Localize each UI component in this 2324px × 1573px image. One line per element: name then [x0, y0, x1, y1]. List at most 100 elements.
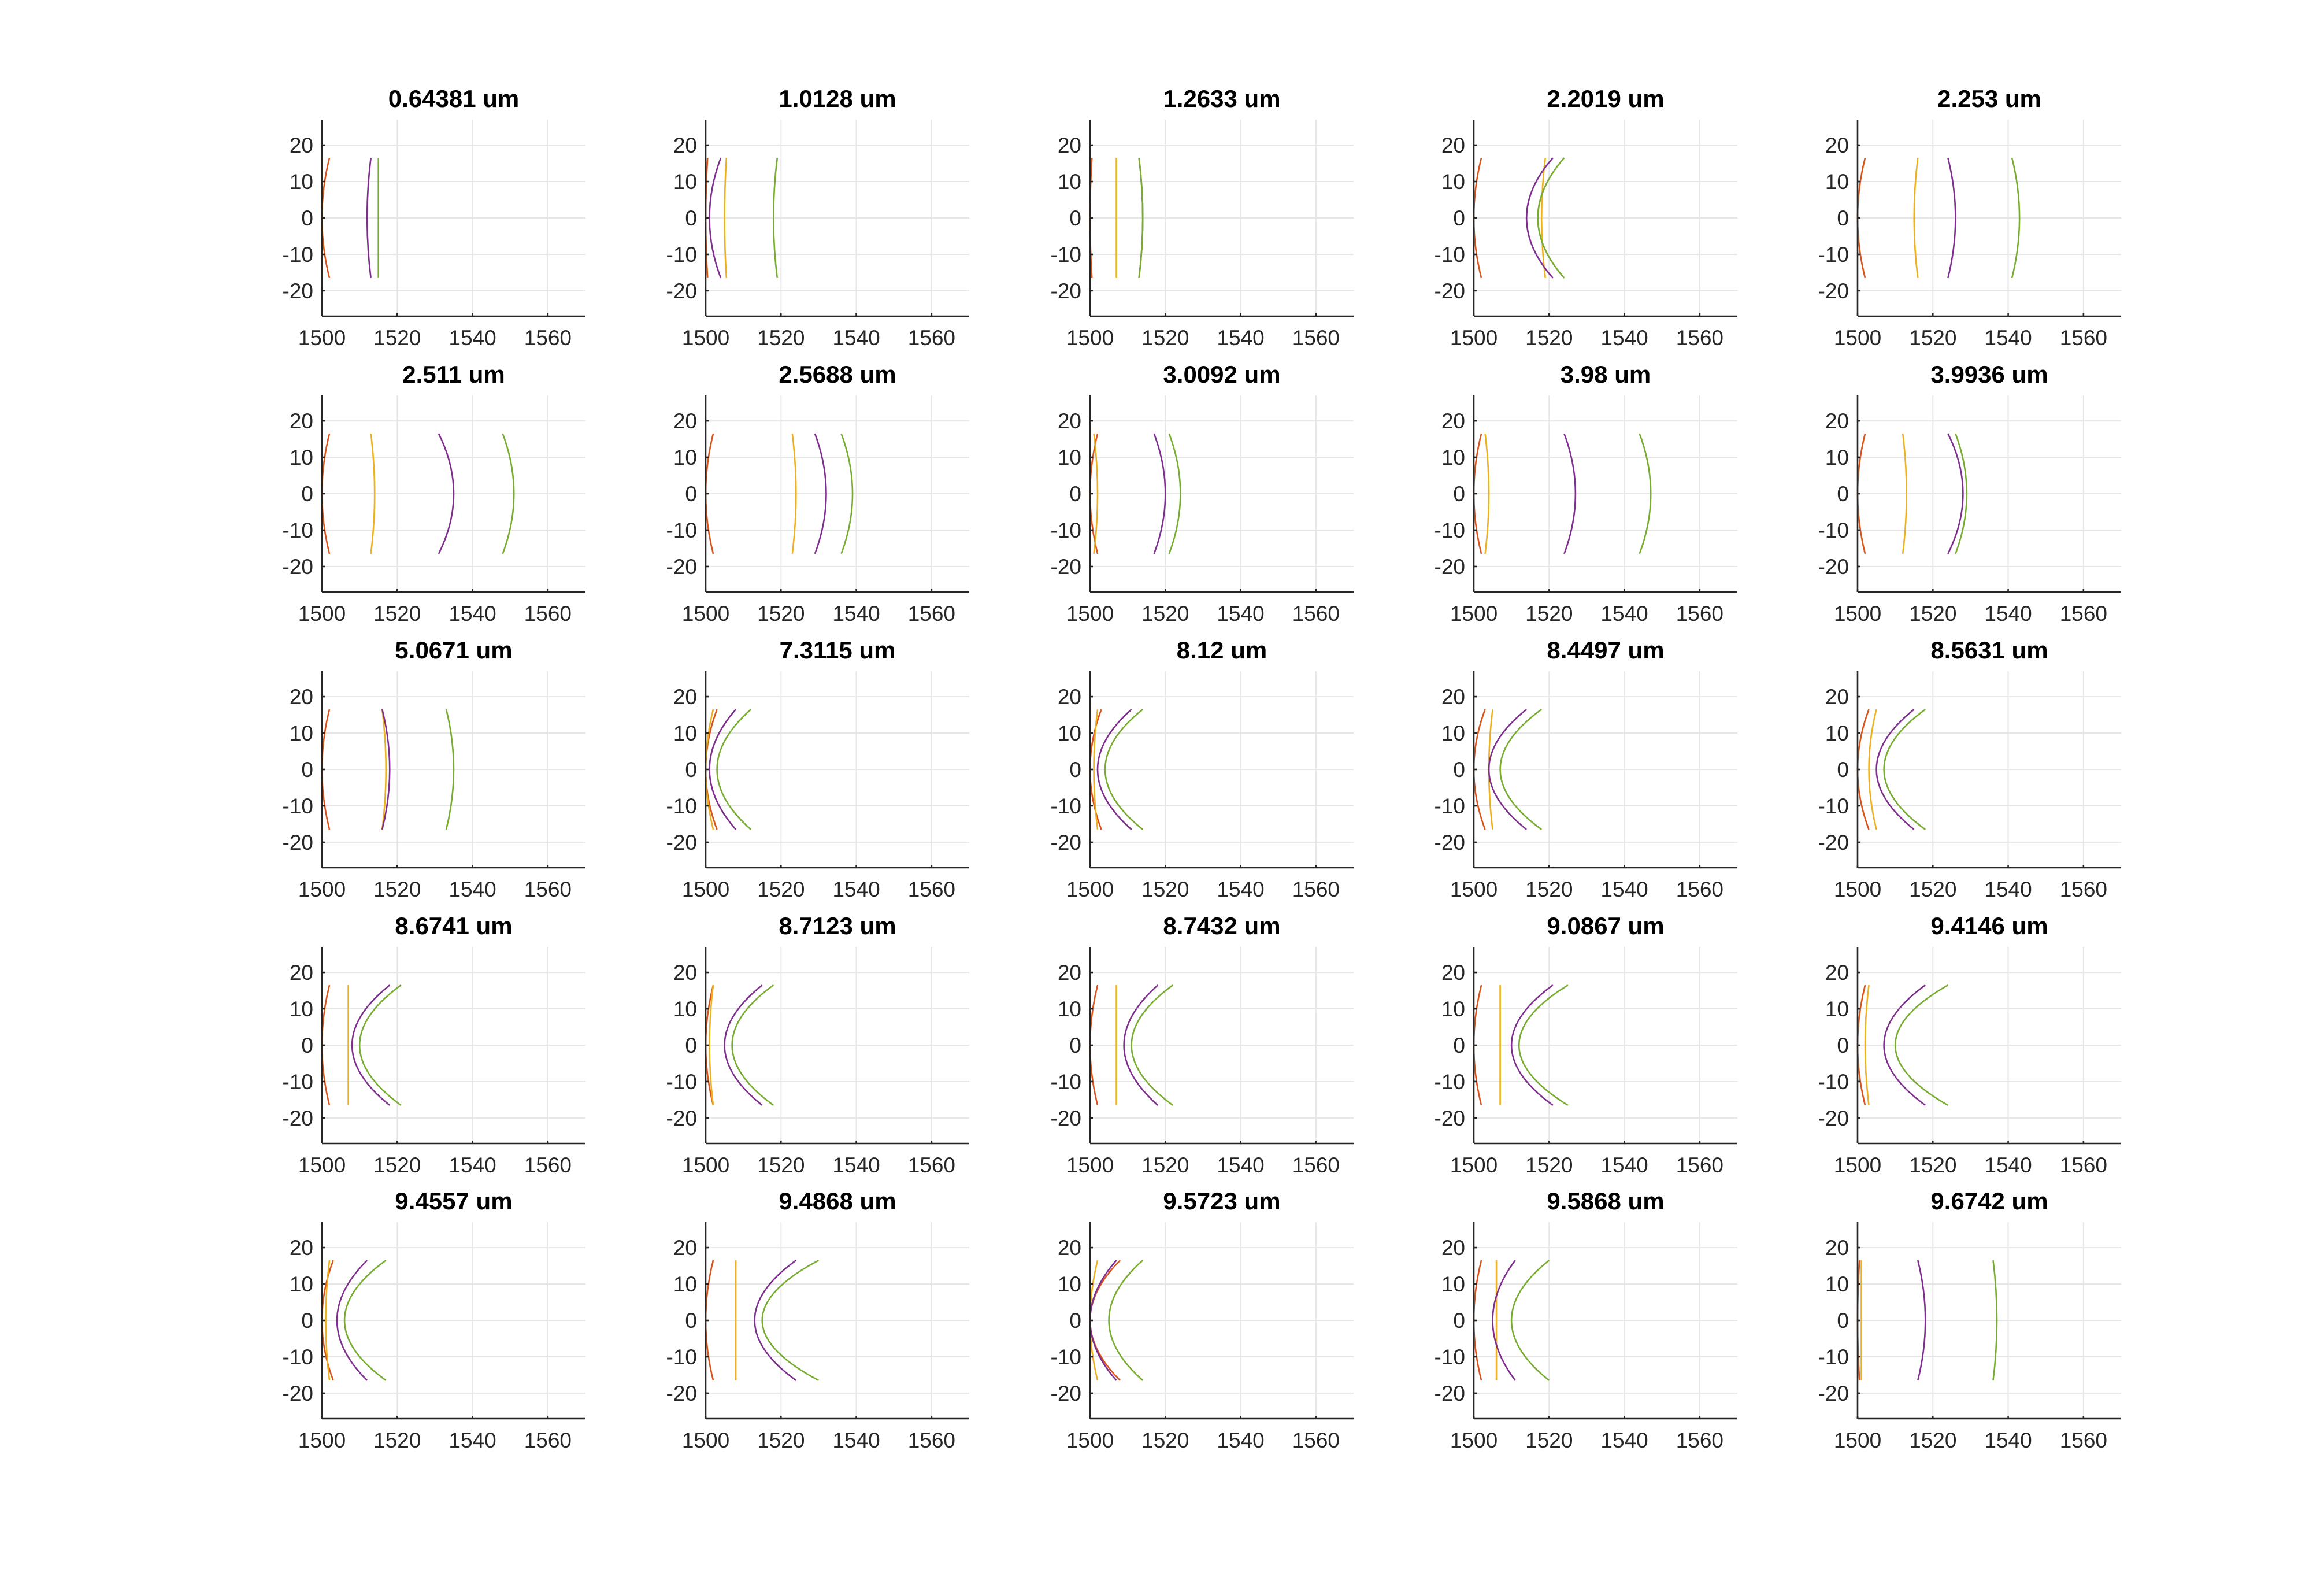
y-tick-label: -10: [666, 794, 697, 818]
x-tick-label: 1560: [908, 602, 955, 626]
x-tick-label: 1520: [1141, 602, 1189, 626]
curve-green: [716, 709, 752, 830]
curve-green: [1955, 433, 1968, 554]
x-tick-label: 1500: [1450, 1153, 1498, 1177]
y-tick-label: -10: [283, 519, 313, 542]
curve-green: [1510, 1260, 1550, 1381]
x-tick-label: 1540: [832, 326, 880, 350]
x-tick-label: 1540: [1984, 326, 2032, 350]
subplot: 9.5868 um 1500 1520 1540 1560 20 10 0 -10 -20: [1435, 1187, 1737, 1452]
y-tick-label: 10: [1441, 446, 1465, 469]
y-tick-label: 10: [1825, 446, 1849, 469]
curve-purple: [1492, 1260, 1516, 1381]
y-tick-label: -20: [1818, 555, 1849, 579]
subplot: 8.7123 um 1500 1520 1540 1560 20 10 0 -10 -20: [666, 912, 969, 1177]
y-tick-label: 0: [1069, 1034, 1081, 1057]
y-tick-label: 0: [1069, 1309, 1081, 1333]
x-tick-label: 1540: [1217, 1153, 1264, 1177]
x-tick-label: 1560: [524, 878, 572, 901]
y-tick-label: 20: [1825, 961, 1849, 984]
y-tick-label: 0: [301, 1309, 313, 1333]
subplot-title: 8.7123 um: [779, 912, 896, 939]
y-tick-label: -20: [1051, 555, 1081, 579]
y-tick-label: 20: [290, 134, 313, 157]
y-tick-label: 10: [1058, 1272, 1081, 1296]
curve-orange: [325, 1260, 331, 1381]
subplot-title: 5.0671 um: [395, 636, 512, 664]
curve-purple: [1123, 984, 1159, 1106]
subplot: 2.2019 um 1500 1520 1540 1560 20 10 0 -10 -20: [1435, 85, 1737, 350]
y-tick-label: 10: [1441, 170, 1465, 194]
y-tick-label: 0: [685, 758, 697, 782]
curve-purple: [724, 984, 763, 1106]
y-tick-label: 10: [1058, 170, 1081, 194]
x-tick-label: 1520: [373, 326, 421, 350]
x-tick-label: 1520: [757, 878, 805, 901]
subplot: 8.5631 um 1500 1520 1540 1560 20 10 0 -10 -20: [1818, 636, 2121, 901]
y-tick-label: 10: [1441, 721, 1465, 745]
curve-orange: [1864, 984, 1870, 1106]
y-tick-label: -20: [1435, 1106, 1465, 1130]
y-tick-label: -10: [283, 1070, 313, 1094]
y-tick-label: -20: [283, 279, 313, 303]
y-tick-label: -20: [666, 1382, 697, 1405]
x-tick-label: 1520: [757, 326, 805, 350]
y-tick-label: 20: [1058, 961, 1081, 984]
y-tick-label: 20: [290, 1236, 313, 1260]
y-tick-label: -20: [1435, 1382, 1465, 1405]
x-tick-label: 1500: [1450, 326, 1498, 350]
x-tick-label: 1500: [682, 326, 729, 350]
curve-green: [1104, 709, 1144, 830]
y-tick-label: 10: [290, 997, 313, 1021]
x-tick-label: 1560: [524, 602, 572, 626]
curve-purple: [709, 709, 737, 830]
curve-purple: [438, 433, 455, 554]
x-tick-label: 1540: [832, 878, 880, 901]
y-tick-label: 0: [1837, 482, 1849, 506]
x-tick-label: 1540: [832, 1428, 880, 1452]
y-tick-label: -20: [283, 831, 313, 854]
curve-green: [1883, 709, 1926, 830]
y-tick-label: -10: [1818, 519, 1849, 542]
x-tick-label: 1500: [1066, 602, 1114, 626]
x-tick-label: 1500: [1450, 1428, 1498, 1452]
x-tick-label: 1520: [373, 602, 421, 626]
y-tick-label: -10: [1435, 243, 1465, 267]
subplot: 2.511 um 1500 1520 1540 1560 20 10 0 -10 -20: [283, 361, 585, 626]
y-tick-label: 10: [673, 1272, 697, 1296]
y-tick-label: 20: [290, 961, 313, 984]
x-tick-label: 1500: [298, 1153, 346, 1177]
x-tick-label: 1520: [1141, 1428, 1189, 1452]
curve-purple: [351, 984, 391, 1106]
y-tick-label: 10: [1441, 1272, 1465, 1296]
x-tick-label: 1520: [757, 1428, 805, 1452]
x-tick-label: 1560: [2060, 878, 2107, 901]
subplot: 9.4557 um 1500 1520 1540 1560 20 10 0 -10 -20: [283, 1187, 585, 1452]
y-tick-label: -10: [1818, 1070, 1849, 1094]
subplot: 8.12 um 1500 1520 1540 1560 20 10 0 -10 -20: [1051, 636, 1354, 901]
y-tick-label: -10: [1435, 1070, 1465, 1094]
subplot: 3.9936 um 1500 1520 1540 1560 20 10 0 -10 -20: [1818, 361, 2121, 626]
x-tick-label: 1540: [1600, 1428, 1648, 1452]
y-tick-label: 10: [673, 721, 697, 745]
y-tick-label: -10: [1818, 243, 1849, 267]
curve-purple: [1510, 984, 1554, 1106]
x-tick-label: 1540: [1984, 1153, 2032, 1177]
y-tick-label: 20: [673, 1236, 697, 1260]
y-tick-label: 10: [1825, 997, 1849, 1021]
y-tick-label: 20: [290, 409, 313, 433]
x-tick-label: 1520: [757, 602, 805, 626]
y-tick-label: 0: [1453, 1034, 1465, 1057]
y-tick-label: 10: [673, 446, 697, 469]
x-tick-label: 1540: [449, 602, 496, 626]
curve-orange: [1868, 709, 1877, 830]
x-tick-label: 1520: [1141, 1153, 1189, 1177]
x-tick-label: 1520: [1525, 1428, 1573, 1452]
x-tick-label: 1540: [449, 326, 496, 350]
x-tick-label: 1520: [1525, 1153, 1573, 1177]
y-tick-label: 20: [673, 685, 697, 709]
curve-green: [1992, 1260, 1998, 1381]
curve-purple: [1525, 157, 1554, 279]
subplot: 8.4497 um 1500 1520 1540 1560 20 10 0 -10 -20: [1435, 636, 1737, 901]
subplot-title: 9.6742 um: [1930, 1187, 2048, 1215]
